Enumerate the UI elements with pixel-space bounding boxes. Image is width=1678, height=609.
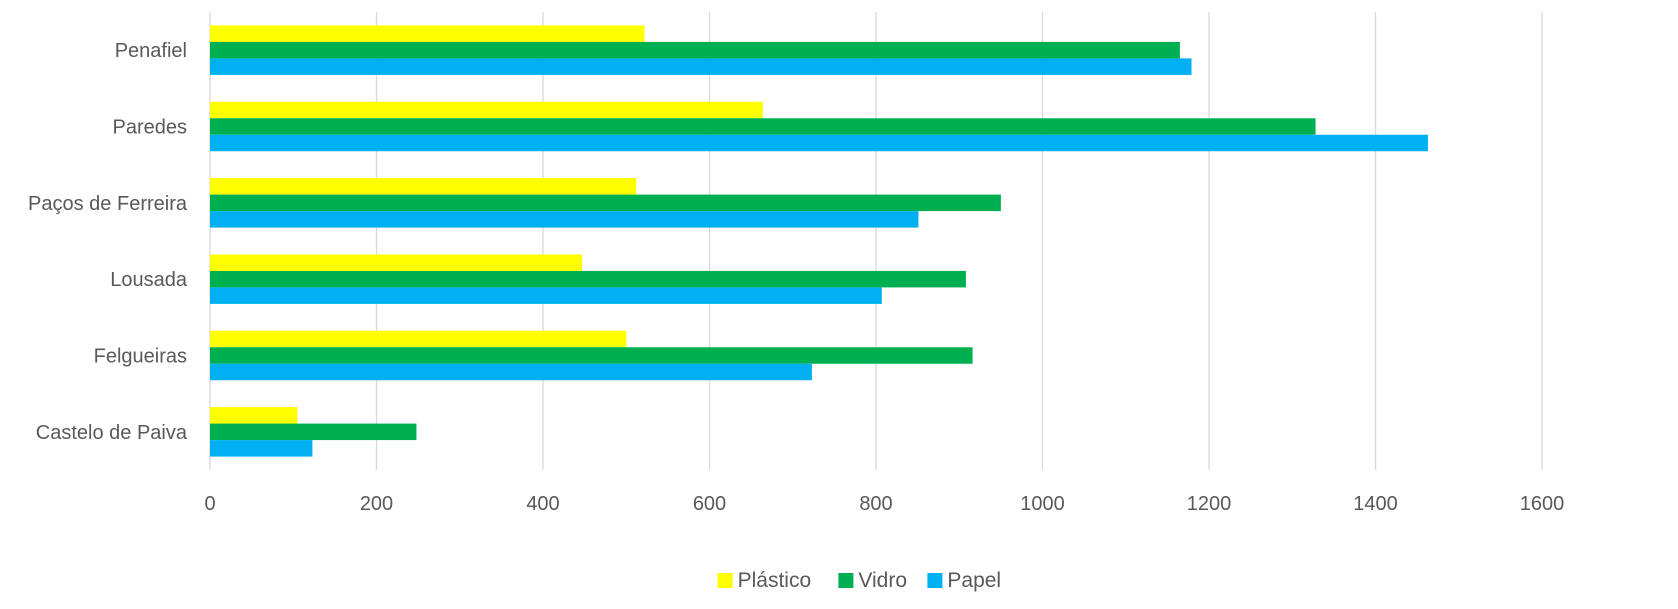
x-tick-label: 1600	[1520, 493, 1565, 515]
bar-plástico-4	[210, 330, 627, 348]
bar-vidro-2	[210, 194, 1001, 212]
bar-vidro-3	[210, 270, 966, 288]
x-tick-label: 1000	[1020, 493, 1065, 515]
bar-plástico-2	[210, 178, 637, 195]
x-tick-label: 1400	[1353, 493, 1398, 515]
bar-papel-4	[210, 363, 812, 381]
category-label: Felgueiras	[94, 346, 187, 368]
category-label: Lousada	[110, 269, 188, 291]
bar-plástico-3	[210, 254, 583, 271]
bar-plástico-0	[210, 25, 645, 42]
category-label: Paços de Ferreira	[28, 193, 188, 215]
category-label: Paredes	[113, 117, 188, 139]
bar-vidro-4	[210, 347, 973, 364]
x-tick-label: 200	[360, 493, 393, 515]
bar-papel-3	[210, 287, 882, 304]
bar-vidro-5	[210, 423, 417, 441]
legend-label: Papel	[947, 569, 1001, 592]
category-label: Penafiel	[115, 40, 187, 62]
bar-plástico-1	[210, 101, 763, 119]
legend-swatch	[717, 573, 733, 588]
bar-vidro-0	[210, 41, 1180, 59]
bar-papel-1	[210, 134, 1428, 152]
bar-papel-2	[210, 211, 919, 228]
x-tick-label: 1200	[1187, 493, 1232, 515]
x-tick-label: 600	[693, 493, 726, 515]
legend-label: Vidro	[858, 569, 907, 592]
legend-label: Plástico	[738, 569, 812, 592]
x-tick-label: 800	[859, 493, 892, 515]
x-tick-label: 400	[526, 493, 559, 515]
bar-plástico-5	[210, 407, 298, 424]
legend-swatch	[838, 573, 854, 588]
bar-papel-5	[210, 440, 313, 457]
legend-swatch	[927, 573, 943, 588]
bar-vidro-1	[210, 118, 1316, 135]
bar-papel-0	[210, 58, 1192, 75]
x-tick-label: 0	[204, 493, 215, 515]
category-label: Castelo de Paiva	[36, 422, 188, 444]
